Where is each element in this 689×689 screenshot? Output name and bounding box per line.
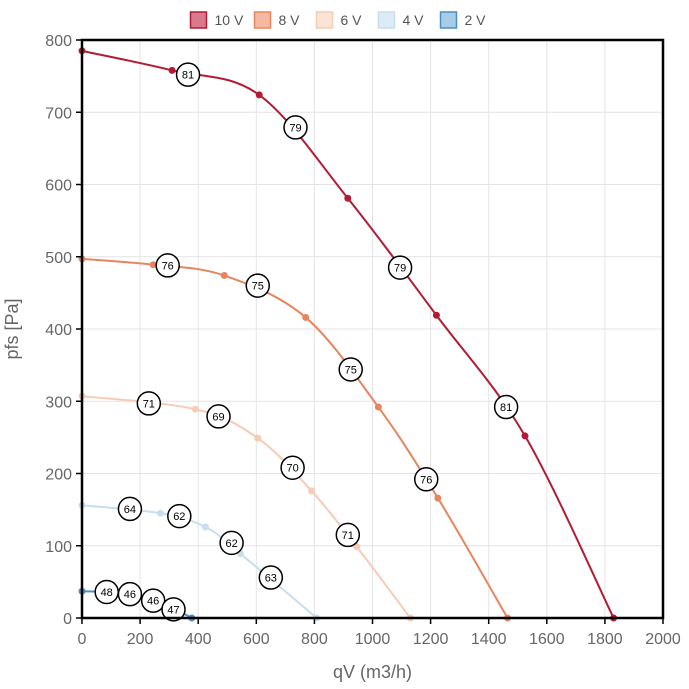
data-point [255,91,263,99]
efficiency-bubble-label: 71 [342,530,354,542]
series-labels: 81 79 79 81 76 75 75 76 71 69 70 71 64 62 62 63 48 46 46 47 [94,62,519,622]
data-point [254,434,262,442]
efficiency-bubble-label: 81 [500,402,512,414]
legend-swatch[interactable] [253,11,272,29]
data-point [307,487,315,495]
y-axis-ticks: 0 100 200 300 400 500 600 700 800 [45,33,82,628]
data-point [434,494,442,502]
efficiency-bubble-label: 47 [167,604,179,616]
efficiency-bubble-label: 76 [162,260,174,272]
efficiency-bubble [258,565,284,590]
efficiency-bubble-label: 75 [345,364,357,376]
y-tick-label: 400 [45,322,72,339]
efficiency-bubble-label: 48 [101,587,113,599]
data-point [149,261,157,269]
legend-swatch[interactable] [377,11,396,29]
efficiency-bubble [280,455,305,480]
data-point [344,194,352,202]
x-tick-label: 1000 [355,631,391,648]
efficiency-bubble-label: 63 [265,573,277,585]
efficiency-bubble-label: 64 [124,504,136,516]
efficiency-bubble-label: 62 [173,511,185,523]
series-line [81,257,509,619]
data-point [521,432,529,440]
efficiency-bubble [413,467,439,492]
efficiency-bubble [161,597,186,622]
efficiency-bubble-label: 79 [394,263,406,275]
efficiency-bubble [387,255,413,280]
x-axis-ticks: 0 200 400 600 800 1000 1200 1400 1600 1800 2000 [78,618,681,648]
legend: 10 V 8 V 6 V 4 V 2 V [189,11,487,29]
data-point [168,66,176,74]
x-tick-label: 1600 [529,631,565,648]
data-point [201,523,209,531]
efficiency-bubble [206,404,231,429]
y-tick-label: 600 [45,178,72,195]
efficiency-bubble [219,530,244,556]
x-tick-label: 200 [127,631,154,648]
x-tick-label: 600 [243,631,270,648]
efficiency-bubble [136,391,162,416]
efficiency-bubble [283,115,308,140]
y-tick-label: 200 [45,467,72,484]
legend-label[interactable]: 2 V [465,12,487,28]
efficiency-bubble [117,581,143,607]
efficiency-bubble [155,253,180,278]
y-tick-label: 500 [45,250,72,267]
legend-swatch[interactable] [315,11,334,29]
legend-swatch[interactable] [189,11,208,29]
data-point [302,313,310,321]
y-tick-label: 800 [45,33,72,50]
efficiency-bubble-label: 46 [147,596,159,608]
y-tick-label: 700 [45,105,72,122]
efficiency-bubble [335,522,361,548]
x-tick-label: 0 [78,631,87,648]
data-point [432,311,440,319]
x-tick-label: 400 [185,631,212,648]
legend-label[interactable]: 6 V [341,12,363,28]
legend-label[interactable]: 4 V [403,12,425,28]
efficiency-bubble [245,273,271,298]
efficiency-bubble-label: 46 [124,589,136,601]
efficiency-bubble-label: 76 [420,474,432,486]
x-tick-label: 1200 [413,631,449,648]
grid-lines [81,39,664,619]
legend-swatch[interactable] [439,11,458,29]
x-tick-label: 1800 [587,631,623,648]
efficiency-bubble-label: 81 [182,70,194,82]
efficiency-bubble [117,496,143,522]
data-point [374,403,382,411]
y-tick-label: 100 [45,539,72,556]
x-tick-label: 800 [301,631,328,648]
x-tick-label: 1400 [471,631,507,648]
efficiency-bubble [167,503,192,529]
series-line [81,395,412,619]
efficiency-bubble [140,588,166,613]
efficiency-bubble [175,62,201,87]
y-tick-label: 300 [45,394,72,411]
efficiency-bubble-label: 69 [212,411,224,423]
data-point [220,272,228,280]
legend-label[interactable]: 8 V [279,12,301,28]
efficiency-bubble [338,357,363,382]
efficiency-bubble-label: 71 [143,398,155,410]
efficiency-bubble [493,394,519,420]
efficiency-bubble-label: 62 [225,538,237,550]
series-line [81,504,318,619]
efficiency-bubble-label: 75 [252,281,264,293]
efficiency-bubble-label: 70 [286,463,298,475]
y-tick-label: 0 [63,611,72,628]
data-point [156,509,164,517]
x-axis-title: qV (m3/h) [333,662,412,682]
efficiency-bubble-label: 79 [289,122,301,134]
legend-label[interactable]: 10 V [215,12,244,28]
x-tick-label: 2000 [645,631,681,648]
y-axis-title: pfs [Pa] [2,298,22,359]
data-point [191,405,199,413]
